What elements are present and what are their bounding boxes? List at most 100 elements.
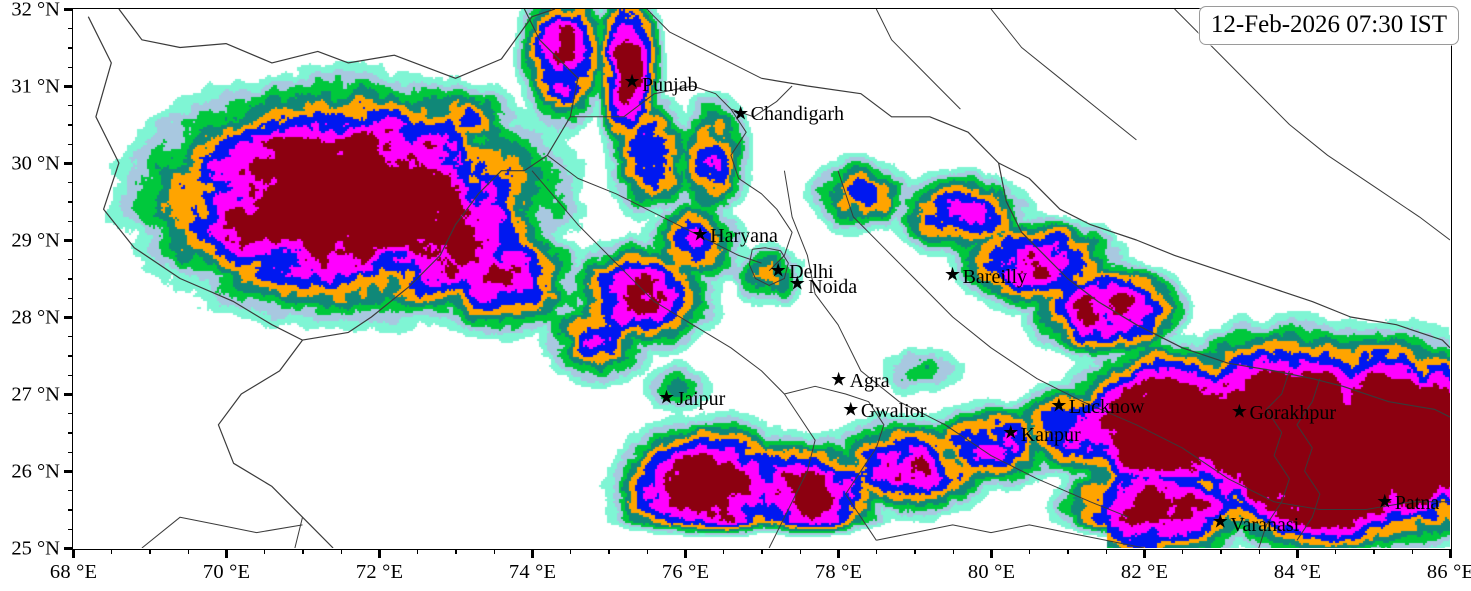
y-tick-minor [68,509,73,511]
y-tick-minor [68,432,73,434]
admin-boundaries-overlay [87,9,1450,548]
y-axis-tick-label: 31 °N [11,75,60,98]
x-tick-major [1296,549,1299,558]
x-tick-minor [799,549,801,554]
city-label: Gorakhpur [1249,401,1337,424]
city-label: Punjab [642,73,698,96]
precipitation-raster [73,9,1450,548]
y-axis-tick-label: 32 °N [11,0,60,21]
y-tick-major [64,316,73,319]
city-label: Noida [808,275,858,298]
x-tick-minor [646,549,648,554]
x-tick-minor [1335,549,1337,554]
y-tick-minor [68,490,73,492]
x-tick-minor [1182,549,1184,554]
y-tick-minor [68,47,73,49]
star-icon: ★ [830,369,848,391]
y-axis-tick-label: 27 °N [11,383,60,406]
x-axis-tick-label: 72 °E [355,561,404,583]
x-tick-minor [1105,549,1107,554]
x-tick-major [72,549,75,558]
x-tick-minor [876,549,878,554]
x-axis-tick-label: 86 °E [1426,561,1471,583]
x-tick-minor [493,549,495,554]
star-icon: ★ [1376,491,1394,513]
x-tick-minor [187,549,189,554]
star-icon: ★ [1230,401,1248,423]
y-tick-minor [68,259,73,261]
x-tick-minor [1373,549,1375,554]
x-tick-minor [149,549,151,554]
y-tick-minor [68,278,73,280]
x-tick-minor [340,549,342,554]
x-tick-minor [302,549,304,554]
timestamp-badge: 12-Feb-2026 07:30 IST [1198,6,1459,45]
y-tick-major [64,239,73,242]
x-tick-major [837,549,840,558]
x-axis-tick-label: 74 °E [508,561,557,583]
x-axis-tick-label: 84 °E [1273,561,1322,583]
y-tick-minor [68,336,73,338]
city-label: Lucknow [1068,396,1145,419]
x-tick-major [378,549,381,558]
city-label: Agra [849,369,890,392]
x-tick-minor [1067,549,1069,554]
star-icon: ★ [691,224,709,246]
x-tick-major [684,549,687,558]
x-tick-minor [1220,549,1222,554]
y-axis-tick-label: 30 °N [11,152,60,175]
y-tick-minor [68,182,73,184]
x-tick-minor [570,549,572,554]
star-icon: ★ [623,71,641,93]
y-tick-major [64,470,73,473]
y-tick-minor [68,355,73,357]
x-tick-minor [1411,549,1413,554]
y-tick-major [64,85,73,88]
x-axis-tick-label: 78 °E [814,561,863,583]
x-axis-tick-label: 82 °E [1120,561,1169,583]
x-tick-major [531,549,534,558]
x-tick-major [1143,549,1146,558]
x-tick-minor [914,549,916,554]
x-tick-minor [952,549,954,554]
city-label: Haryana [710,225,778,248]
x-tick-minor [417,549,419,554]
star-icon: ★ [1002,422,1020,444]
x-tick-major [225,549,228,558]
y-axis-tick-label: 29 °N [11,229,60,252]
y-tick-minor [68,297,73,299]
city-label: Chandigarh [750,102,844,125]
y-tick-major [64,8,73,11]
x-tick-major [990,549,993,558]
x-tick-minor [111,549,113,554]
y-tick-minor [68,28,73,30]
star-icon: ★ [769,260,787,282]
x-tick-minor [723,549,725,554]
x-axis-tick-label: 70 °E [202,561,251,583]
city-label: Varanasi [1230,513,1300,536]
y-tick-minor [68,528,73,530]
x-axis-tick-label: 76 °E [661,561,710,583]
star-icon: ★ [732,103,750,125]
x-axis-tick-label: 80 °E [967,561,1016,583]
x-tick-major [1449,549,1452,558]
map-plot-area[interactable] [72,8,1452,550]
star-icon: ★ [788,273,806,295]
city-label: Bareilly [962,266,1028,289]
y-tick-minor [68,66,73,68]
x-axis-tick-label: 68 °E [49,561,98,583]
x-tick-minor [761,549,763,554]
y-tick-major [64,162,73,165]
x-tick-minor [1258,549,1260,554]
star-icon: ★ [944,264,962,286]
y-tick-minor [68,220,73,222]
city-label: Delhi [789,260,834,283]
y-tick-major [64,547,73,550]
y-tick-minor [68,124,73,126]
star-icon: ★ [1050,395,1068,417]
y-tick-minor [68,374,73,376]
x-tick-minor [608,549,610,554]
city-label: Jaipur [676,388,726,411]
city-label: Kanpur [1020,424,1081,447]
y-tick-minor [68,105,73,107]
